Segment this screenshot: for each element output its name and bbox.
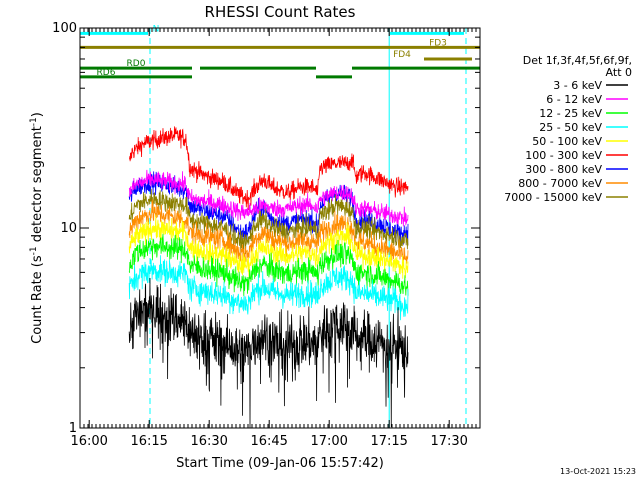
legend-header-line: Det 1f,3f,4f,5f,6f,9f,: [523, 54, 632, 67]
legend-entry-label: 7000 - 15000 keV: [504, 191, 602, 204]
series-line: [128, 188, 409, 258]
y-tick-label: 100: [52, 21, 77, 36]
legend-entry-label: 50 - 100 keV: [532, 135, 602, 148]
series-line: [128, 199, 409, 267]
y-tick-label: 1: [69, 421, 77, 436]
x-axis-label: Start Time (09-Jan-06 15:57:42): [176, 456, 384, 471]
legend-entry-label: 100 - 300 keV: [525, 149, 602, 162]
x-tick-label: 16:00: [70, 434, 107, 449]
x-tick-label: 16:30: [190, 434, 227, 449]
y-tick-label: 10: [60, 221, 77, 236]
x-tick-label: 16:45: [250, 434, 287, 449]
series-line: [128, 278, 409, 429]
series-line: [128, 233, 409, 297]
legend-entry-label: 12 - 25 keV: [539, 107, 602, 120]
legend-entry-label: 6 - 12 keV: [546, 93, 602, 106]
x-tick-label: 16:15: [130, 434, 167, 449]
chart-title: RHESSI Count Rates: [205, 3, 356, 21]
legend-entry-label: 800 - 7000 keV: [518, 177, 602, 190]
y-axis-label: Count Rate (s-1 detector segment-1): [29, 112, 45, 344]
series-line: [128, 255, 409, 321]
legend-entry-label: 3 - 6 keV: [553, 79, 602, 92]
x-tick-label: 17:30: [430, 434, 467, 449]
series-line: [129, 126, 409, 210]
legend-entry-label: 25 - 50 keV: [539, 121, 602, 134]
series-line: [128, 169, 409, 227]
legend-entry-label: 300 - 800 keV: [525, 163, 602, 176]
flag-bar-label: RD0: [127, 59, 146, 69]
flag-bar-label: FD3: [429, 38, 447, 48]
flag-bar-label: FD4: [393, 50, 411, 60]
timestamp: 13-Oct-2021 15:23: [560, 467, 636, 476]
legend-header-line: Att 0: [606, 66, 632, 79]
x-tick-label: 17:00: [310, 434, 347, 449]
flag-bar-label: RD6: [97, 68, 116, 78]
x-tick-label: 17:15: [370, 434, 407, 449]
